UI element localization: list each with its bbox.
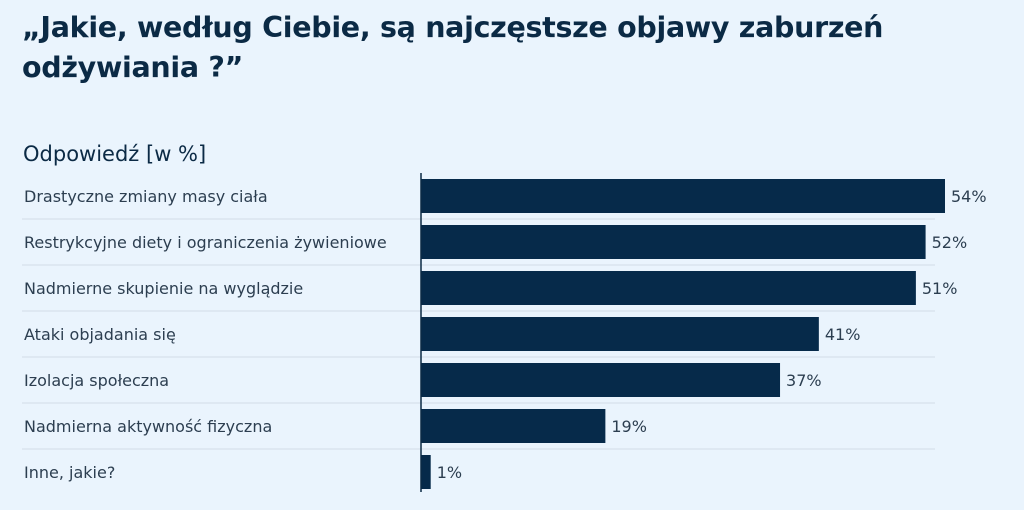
page-title: „Jakie, według Ciebie, są najczęstsze ob… bbox=[22, 11, 884, 84]
category-label: Drastyczne zmiany masy ciała bbox=[24, 187, 268, 206]
value-label: 19% bbox=[611, 417, 647, 436]
bar bbox=[421, 317, 819, 351]
bar bbox=[421, 455, 431, 489]
value-label: 1% bbox=[437, 463, 462, 482]
axis-label: Odpowiedź [w %] bbox=[23, 142, 207, 166]
value-label: 54% bbox=[951, 187, 987, 206]
value-label: 41% bbox=[825, 325, 861, 344]
bar bbox=[421, 409, 606, 443]
category-label: Inne, jakie? bbox=[24, 463, 115, 482]
bar bbox=[421, 225, 926, 259]
bar bbox=[421, 271, 916, 305]
category-label: Nadmierna aktywność fizyczna bbox=[24, 417, 272, 436]
category-label: Restrykcyjne diety i ograniczenia żywien… bbox=[24, 233, 387, 252]
category-label: Nadmierne skupienie na wyglądzie bbox=[24, 279, 303, 298]
bar bbox=[421, 179, 945, 213]
value-label: 51% bbox=[922, 279, 958, 298]
category-label: Ataki objadania się bbox=[24, 325, 176, 344]
category-label: Izolacja społeczna bbox=[24, 371, 169, 390]
bar bbox=[421, 363, 781, 397]
value-label: 37% bbox=[786, 371, 822, 390]
value-label: 52% bbox=[932, 233, 968, 252]
